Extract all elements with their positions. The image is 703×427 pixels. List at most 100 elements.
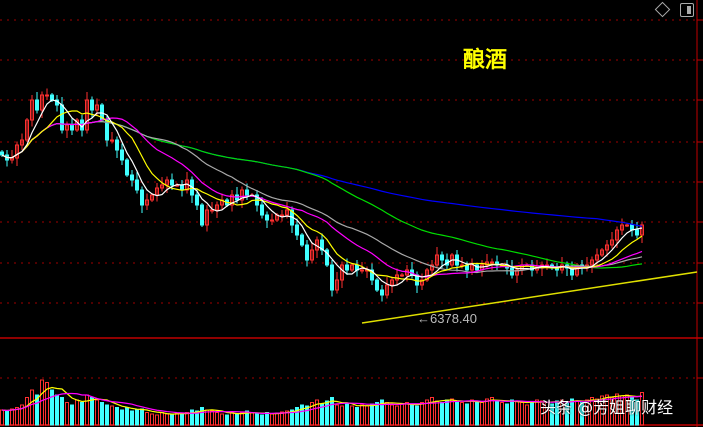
- volume-bar: [75, 399, 79, 426]
- volume-bar: [475, 400, 479, 426]
- candle-body: [320, 239, 324, 251]
- candle-body: [195, 194, 199, 206]
- candle-body: [0, 151, 4, 156]
- volume-bar: [60, 397, 64, 426]
- candle-body: [120, 149, 124, 161]
- volume-bar: [420, 402, 424, 426]
- candle-body: [125, 159, 129, 176]
- volume-bar: [250, 412, 254, 426]
- volume-bar: [300, 404, 304, 426]
- volume-bar: [195, 410, 199, 426]
- volume-bar: [155, 414, 159, 426]
- volume-bar: [165, 413, 169, 426]
- volume-bar: [125, 407, 129, 426]
- candle-body: [75, 119, 79, 131]
- volume-bar: [305, 405, 309, 426]
- volume-bar: [445, 399, 449, 426]
- candle-body: [145, 199, 149, 206]
- volume-bar: [600, 395, 604, 426]
- candle-body: [590, 259, 594, 266]
- volume-bar: [530, 402, 534, 426]
- volume-bar: [585, 399, 589, 426]
- volume-bar: [55, 394, 59, 426]
- volume-bar: [330, 397, 334, 426]
- ma10-line: [1, 110, 643, 282]
- volume-bar: [150, 413, 154, 426]
- candle-body: [440, 254, 444, 261]
- volume-bar: [615, 393, 619, 426]
- volume-bar: [540, 400, 544, 426]
- candle-body: [360, 269, 364, 272]
- volume-bar: [25, 397, 29, 426]
- volume-bar: [280, 411, 284, 426]
- volume-bar: [355, 407, 359, 426]
- candle-body: [470, 264, 474, 271]
- candle-body: [30, 99, 34, 121]
- volume-bar: [15, 407, 19, 426]
- candle-body: [15, 144, 19, 159]
- candle-body: [620, 224, 624, 231]
- volume-bar: [185, 412, 189, 426]
- candle-body: [25, 119, 29, 141]
- volume-bar: [490, 397, 494, 426]
- volume-bar: [35, 394, 39, 426]
- support-trendline: [361, 271, 698, 324]
- candle-body: [285, 209, 289, 216]
- candle-body: [160, 184, 164, 189]
- candle-body: [310, 249, 314, 261]
- candle-body: [610, 239, 614, 246]
- volume-bar: [500, 402, 504, 426]
- volume-bar: [550, 403, 554, 426]
- volume-bar: [260, 414, 264, 426]
- volume-bar: [480, 402, 484, 426]
- ma5-line: [1, 99, 643, 287]
- candle-body: [90, 99, 94, 111]
- volume-bar: [435, 400, 439, 426]
- candle-body: [65, 124, 69, 131]
- candle-body: [245, 189, 249, 196]
- volume-bar: [630, 397, 634, 426]
- volume-bar: [350, 405, 354, 426]
- candle-body: [130, 174, 134, 181]
- volume-bar: [190, 409, 194, 426]
- volume-bar: [570, 398, 574, 426]
- volume-bar: [240, 412, 244, 426]
- volume-bar: [505, 403, 509, 426]
- volume-bar: [455, 400, 459, 426]
- candle-body: [625, 224, 629, 227]
- candle-body: [390, 279, 394, 286]
- volume-bar: [425, 399, 429, 426]
- candle-body: [215, 204, 219, 211]
- candle-body: [600, 249, 604, 256]
- volume-bar: [170, 414, 174, 426]
- volume-bar: [145, 412, 149, 426]
- volume-bar: [520, 402, 524, 426]
- candle-body: [110, 139, 114, 142]
- candle-body: [165, 179, 169, 186]
- volume-bar: [595, 398, 599, 426]
- volume-bar: [210, 410, 214, 426]
- volume-bar: [245, 410, 249, 426]
- panel-toggle-icon[interactable]: [680, 3, 694, 17]
- volume-bar: [80, 402, 84, 426]
- volume-bar: [345, 403, 349, 426]
- volume-bar: [215, 412, 219, 426]
- volume-bar: [100, 402, 104, 426]
- volume-bar: [30, 389, 34, 426]
- volume-bar: [525, 404, 529, 426]
- candle-body: [330, 264, 334, 291]
- candle-body: [420, 279, 424, 286]
- volume-bar: [140, 408, 144, 426]
- candle-body: [425, 269, 429, 281]
- ma120-line: [1, 120, 643, 227]
- volume-bar: [450, 398, 454, 426]
- candle-body: [260, 204, 264, 216]
- volume-bar: [130, 410, 134, 426]
- sector-title: 酿酒: [463, 48, 508, 73]
- candle-body: [300, 234, 304, 246]
- volume-bar: [460, 402, 464, 426]
- volume-bar: [390, 404, 394, 426]
- candle-body: [150, 194, 154, 201]
- candle-body: [50, 94, 54, 101]
